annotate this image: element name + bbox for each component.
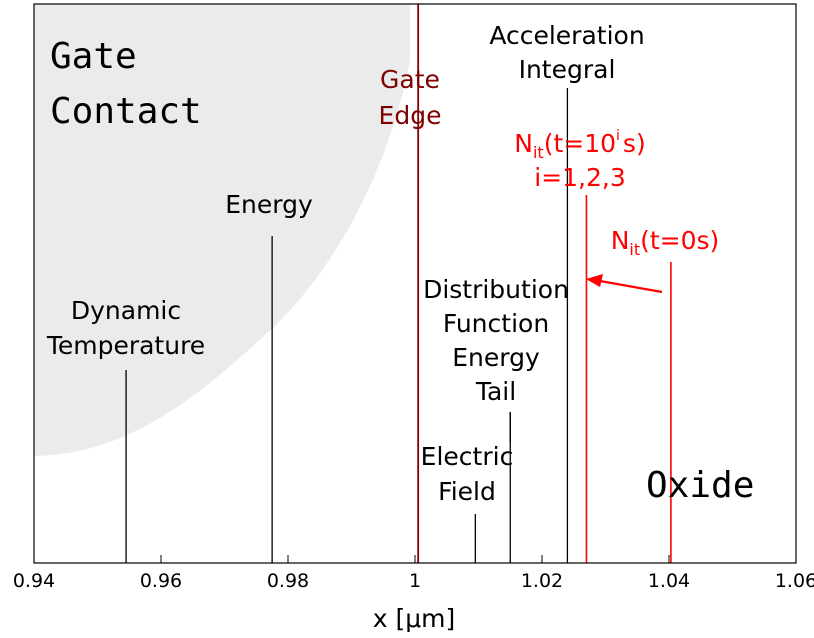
dynamic-temperature-label-line-2: Temperature bbox=[46, 331, 205, 360]
nit-t-0-annotation: Nit(t=0s) bbox=[611, 226, 720, 259]
nit-t-0-base: N bbox=[611, 226, 630, 255]
nit-t-i-annotation: Nit(t=10i s) i=1,2,3 bbox=[514, 128, 645, 192]
gate-edge-annotation: Gate Edge bbox=[379, 65, 442, 130]
gate-edge-label-line-1: Gate bbox=[380, 65, 440, 94]
acceleration-integral-label-line-1: Acceleration bbox=[489, 21, 644, 50]
x-tick-label-6: 1.06 bbox=[775, 570, 814, 592]
electric-field-label-line-1: Electric bbox=[421, 442, 514, 471]
x-axis-label: x [μm] bbox=[373, 604, 456, 633]
electric-field-label-line-2: Field bbox=[438, 477, 496, 506]
gate-contact-label-line-1: Gate bbox=[50, 36, 137, 77]
acceleration-integral-annotation: Acceleration Integral bbox=[489, 21, 644, 84]
nit-t-i-sup: i bbox=[616, 128, 620, 144]
electric-field-annotation: Electric Field bbox=[421, 442, 514, 506]
x-tick-label-0: 0.94 bbox=[13, 570, 55, 592]
nit-t-0-label: Nit(t=0s) bbox=[611, 226, 720, 259]
x-tick-label-4: 1.02 bbox=[521, 570, 563, 592]
energy-label: Energy bbox=[225, 190, 313, 219]
distribution-function-label-line-1: Distribution bbox=[423, 275, 569, 304]
x-tick-label-5: 1.04 bbox=[648, 570, 690, 592]
distribution-function-label-line-2: Function bbox=[443, 309, 549, 338]
x-tick-label-3: 1 bbox=[409, 570, 421, 592]
nit-shift-arrow-head bbox=[586, 274, 603, 287]
nit-shift-arrow bbox=[586, 274, 663, 294]
x-tick-label-1: 0.96 bbox=[140, 570, 182, 592]
distribution-function-label-line-4: Tail bbox=[475, 377, 516, 406]
nit-t-i-end: s) bbox=[623, 129, 646, 158]
energy-annotation: Energy bbox=[225, 190, 313, 219]
distribution-function-label-line-3: Energy bbox=[452, 343, 540, 372]
nit-t-i-sub: it bbox=[533, 143, 544, 162]
gate-edge-label-line-2: Edge bbox=[379, 101, 442, 130]
gate-contact-label-line-2: Contact bbox=[50, 91, 202, 132]
nit-t-i-label-line-2: i=1,2,3 bbox=[534, 163, 626, 192]
nit-t-i-label: Nit(t=10i s) bbox=[514, 128, 645, 162]
gate-contact-region bbox=[34, 4, 410, 456]
nit-shift-arrow-shaft bbox=[599, 279, 663, 294]
dynamic-temperature-label-line-1: Dynamic bbox=[71, 296, 181, 325]
x-tick-label-2: 0.98 bbox=[267, 570, 309, 592]
oxide-label: Oxide bbox=[646, 465, 754, 506]
distribution-function-annotation: Distribution Function Energy Tail bbox=[423, 275, 569, 406]
nit-t-0-end: (t=0s) bbox=[640, 226, 719, 255]
acceleration-integral-label-line-2: Integral bbox=[519, 55, 616, 84]
nit-t-i-mid: (t=10 bbox=[544, 129, 616, 158]
nit-t-0-sub: it bbox=[629, 240, 640, 259]
dynamic-temperature-annotation: Dynamic Temperature bbox=[46, 296, 205, 360]
nit-t-i-base: N bbox=[514, 129, 533, 158]
